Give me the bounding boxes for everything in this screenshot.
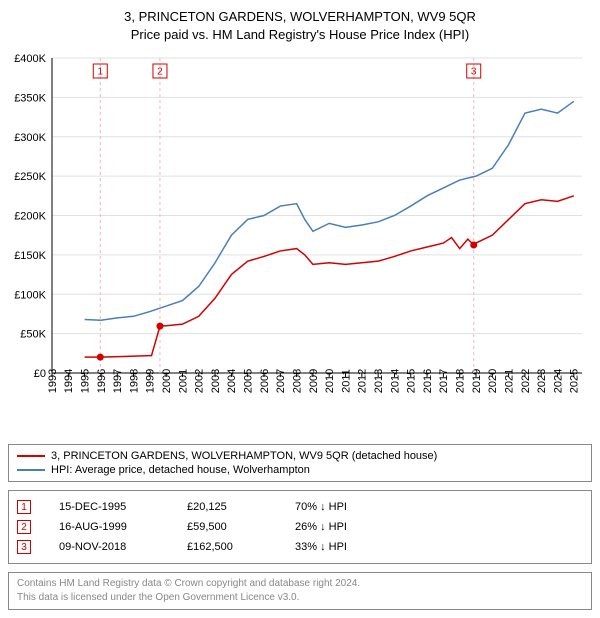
event-price: £59,500 (187, 521, 267, 533)
svg-text:2025: 2025 (569, 369, 581, 393)
legend-label: HPI: Average price, detached house, Wolv… (51, 464, 310, 476)
legend-label: 3, PRINCETON GARDENS, WOLVERHAMPTON, WV9… (51, 450, 437, 462)
svg-text:1995: 1995 (79, 369, 91, 393)
svg-text:2012: 2012 (357, 369, 369, 393)
legend-swatch (17, 455, 45, 457)
event-date: 16-AUG-1999 (59, 521, 159, 533)
footer: Contains HM Land Registry data © Crown c… (8, 572, 592, 610)
chart-title-1: 3, PRINCETON GARDENS, WOLVERHAMPTON, WV9… (8, 8, 592, 26)
svg-text:£150K: £150K (14, 250, 46, 262)
svg-text:1998: 1998 (128, 369, 140, 393)
event-price: £162,500 (187, 541, 267, 553)
svg-text:2010: 2010 (324, 369, 336, 393)
svg-text:2000: 2000 (161, 369, 173, 393)
legend-row: 3, PRINCETON GARDENS, WOLVERHAMPTON, WV9… (17, 449, 583, 463)
event-diff: 33% ↓ HPI (295, 541, 395, 553)
svg-text:£250K: £250K (14, 172, 46, 184)
svg-text:2003: 2003 (210, 369, 222, 393)
svg-text:2006: 2006 (259, 369, 271, 393)
svg-text:£50K: £50K (20, 329, 46, 341)
svg-text:1996: 1996 (96, 369, 108, 393)
svg-text:2019: 2019 (471, 369, 483, 393)
svg-text:2: 2 (157, 67, 163, 78)
svg-text:£300K: £300K (14, 132, 46, 144)
svg-text:£350K: £350K (14, 93, 46, 105)
svg-text:2020: 2020 (487, 369, 499, 393)
event-date: 15-DEC-1995 (59, 501, 159, 513)
legend-row: HPI: Average price, detached house, Wolv… (17, 463, 583, 477)
legend: 3, PRINCETON GARDENS, WOLVERHAMPTON, WV9… (8, 444, 592, 482)
svg-text:2017: 2017 (438, 369, 450, 393)
svg-text:3: 3 (471, 67, 477, 78)
svg-text:1994: 1994 (63, 369, 75, 393)
svg-text:2011: 2011 (340, 370, 352, 394)
svg-text:2009: 2009 (308, 369, 320, 393)
svg-text:£400K: £400K (14, 53, 46, 65)
svg-text:£0: £0 (34, 368, 46, 380)
svg-text:2024: 2024 (552, 369, 564, 393)
event-marker: 3 (17, 540, 31, 554)
event-marker: 1 (17, 500, 31, 514)
svg-text:2018: 2018 (455, 369, 467, 393)
event-date: 09-NOV-2018 (59, 541, 159, 553)
svg-text:2021: 2021 (503, 369, 515, 393)
svg-text:£200K: £200K (14, 211, 46, 223)
svg-text:2013: 2013 (373, 369, 385, 393)
event-marker: 2 (17, 520, 31, 534)
event-price: £20,125 (187, 501, 267, 513)
footer-line-2: This data is licensed under the Open Gov… (17, 591, 583, 605)
event-row: 3 09-NOV-2018 £162,500 33% ↓ HPI (17, 537, 583, 557)
svg-text:2001: 2001 (177, 369, 189, 393)
footer-line-1: Contains HM Land Registry data © Crown c… (17, 577, 583, 591)
svg-text:1993: 1993 (47, 369, 59, 393)
chart-container: 3, PRINCETON GARDENS, WOLVERHAMPTON, WV9… (8, 8, 592, 610)
event-diff: 26% ↓ HPI (295, 521, 395, 533)
svg-text:1: 1 (97, 67, 103, 78)
svg-text:2014: 2014 (389, 369, 401, 393)
svg-text:2023: 2023 (536, 369, 548, 393)
svg-text:2016: 2016 (422, 369, 434, 393)
svg-text:2022: 2022 (520, 369, 532, 393)
event-diff: 70% ↓ HPI (295, 501, 395, 513)
svg-text:2008: 2008 (291, 369, 303, 393)
svg-text:1999: 1999 (145, 369, 157, 393)
sale-events: 1 15-DEC-1995 £20,125 70% ↓ HPI 2 16-AUG-1999… (8, 490, 592, 564)
svg-text:2007: 2007 (275, 369, 287, 393)
legend-swatch (17, 469, 45, 471)
event-row: 2 16-AUG-1999 £59,500 26% ↓ HPI (17, 517, 583, 537)
svg-text:2005: 2005 (243, 369, 255, 393)
svg-text:£100K: £100K (14, 290, 46, 302)
chart-title-2: Price paid vs. HM Land Registry's House … (8, 26, 592, 44)
svg-text:1997: 1997 (112, 369, 124, 393)
svg-text:2015: 2015 (406, 369, 418, 393)
svg-text:2004: 2004 (226, 369, 238, 393)
chart-plot: £0 £50K £100K £150K £200K £250K £300K £350K £400… (8, 50, 592, 430)
event-row: 1 15-DEC-1995 £20,125 70% ↓ HPI (17, 497, 583, 517)
svg-text:2002: 2002 (194, 369, 206, 393)
